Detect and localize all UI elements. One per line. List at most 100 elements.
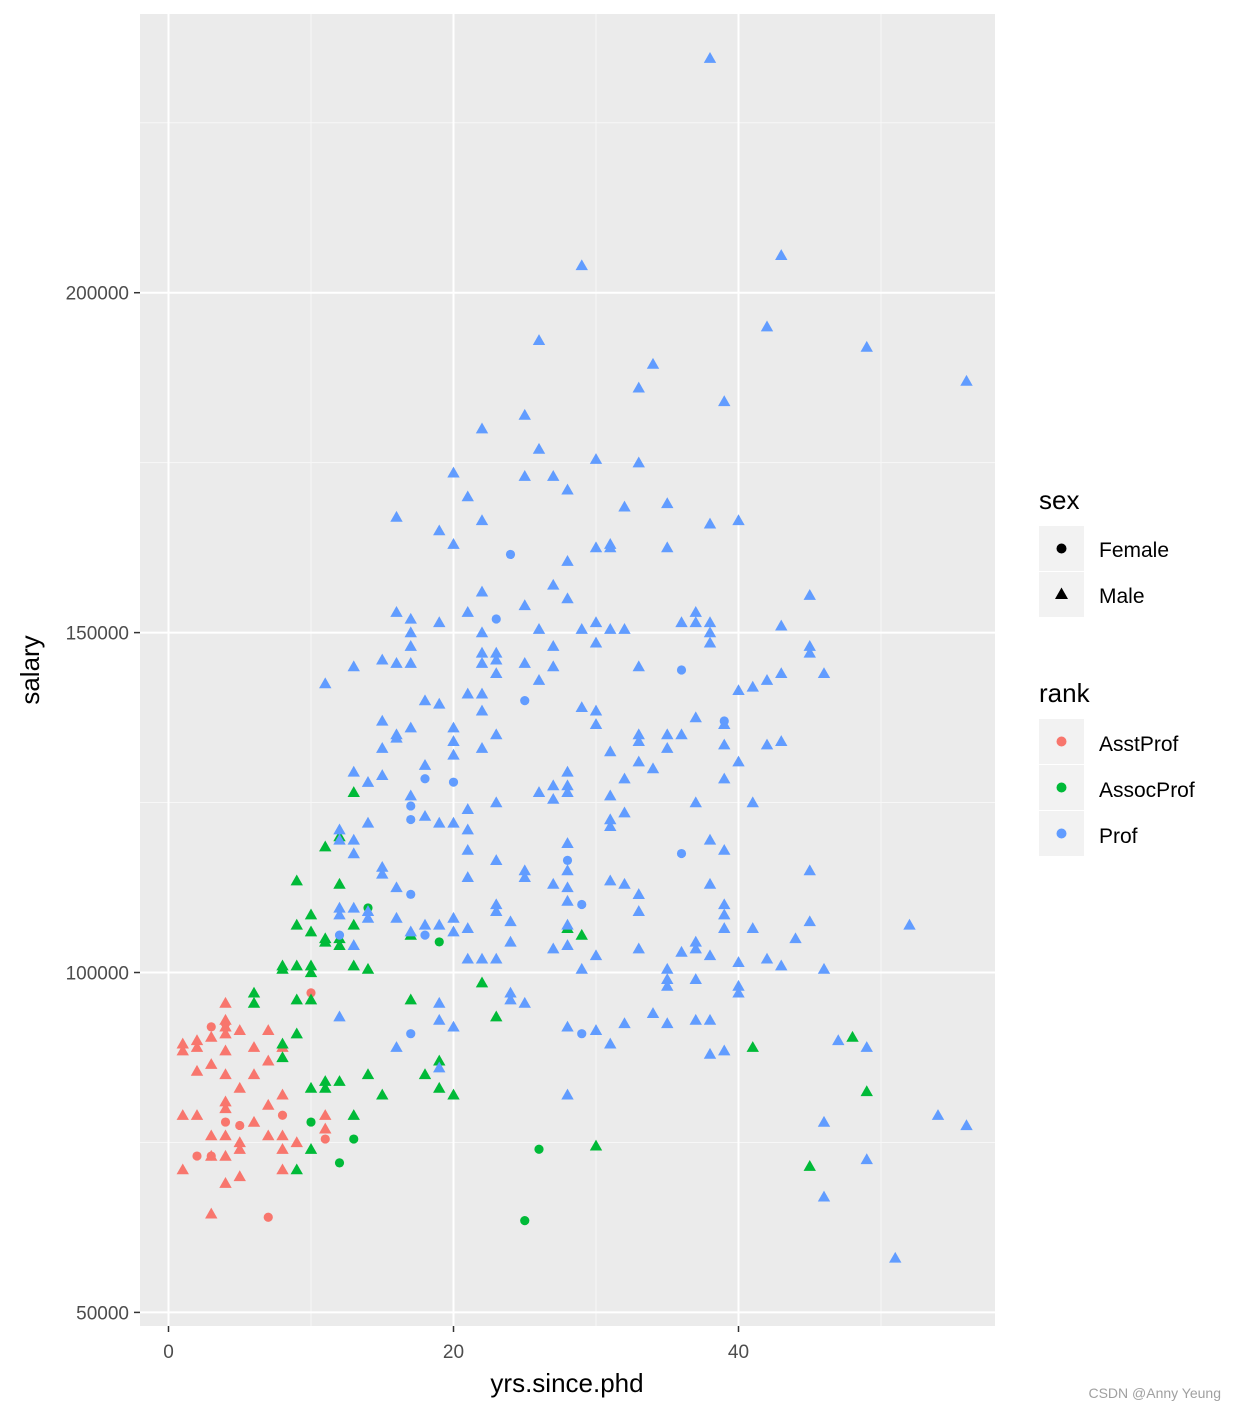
- point-male: [176, 1109, 189, 1120]
- point-male: [518, 996, 531, 1008]
- point-male: [532, 334, 546, 345]
- point-male: [732, 986, 745, 998]
- point-male: [390, 510, 403, 522]
- point-male: [518, 470, 531, 481]
- point-male: [675, 728, 688, 740]
- point-male: [461, 803, 474, 815]
- point-female: [676, 665, 687, 675]
- point-male: [347, 660, 360, 672]
- point-male: [347, 847, 360, 859]
- point-male: [689, 942, 702, 954]
- point-male: [376, 860, 389, 872]
- point-male: [190, 1041, 204, 1052]
- point-male: [547, 942, 560, 954]
- point-male: [276, 1143, 289, 1154]
- point-male: [589, 636, 603, 648]
- point-male: [475, 514, 489, 526]
- point-male: [675, 616, 688, 628]
- point-male: [190, 1034, 204, 1046]
- point-male: [262, 1024, 275, 1035]
- point-male: [304, 925, 318, 937]
- point-male: [190, 1109, 204, 1120]
- point-male: [205, 1058, 218, 1069]
- point-male: [404, 789, 417, 801]
- point-male: [732, 684, 745, 696]
- point-male: [475, 704, 489, 716]
- point-male: [418, 918, 432, 930]
- point-male: [732, 755, 745, 767]
- point-female: [220, 1117, 231, 1127]
- point-male: [262, 1098, 275, 1110]
- point-male: [575, 701, 588, 713]
- legend-color-assocprof-icon: [1056, 782, 1067, 793]
- axes: 0 20 40 50000 100000 150000 200000: [66, 284, 749, 1363]
- point-male: [475, 687, 489, 699]
- point-male: [319, 840, 332, 852]
- point-male: [547, 779, 560, 791]
- point-male: [433, 697, 446, 709]
- point-male: [361, 911, 375, 923]
- point-male: [703, 616, 717, 628]
- point-male: [718, 843, 731, 855]
- point-male: [433, 616, 446, 628]
- point-male: [547, 640, 560, 651]
- point-male: [632, 905, 645, 916]
- point-male: [390, 911, 403, 923]
- point-male: [589, 616, 603, 628]
- y-tick-label: 100000: [66, 964, 129, 985]
- point-male: [447, 466, 460, 478]
- point-male: [561, 939, 574, 950]
- point-male: [589, 718, 603, 730]
- point-male: [718, 1044, 731, 1056]
- point-male: [846, 1030, 859, 1042]
- point-male: [518, 599, 531, 611]
- point-male: [276, 1129, 289, 1141]
- point-male: [319, 1109, 332, 1120]
- point-male: [447, 911, 460, 923]
- point-male: [290, 1027, 303, 1039]
- point-male: [661, 962, 674, 974]
- point-male: [290, 1136, 303, 1148]
- point-male: [689, 606, 702, 617]
- point-male: [504, 986, 517, 998]
- point-male: [347, 1109, 360, 1120]
- point-male: [376, 1088, 389, 1100]
- point-male: [561, 837, 574, 848]
- point-male: [219, 1027, 232, 1039]
- point-male: [433, 1061, 446, 1073]
- point-male: [903, 918, 916, 930]
- point-female: [577, 1029, 587, 1039]
- point-male: [604, 813, 617, 825]
- point-male: [347, 918, 360, 930]
- point-female: [306, 988, 316, 998]
- point-male: [461, 823, 474, 835]
- point-male: [205, 1207, 218, 1219]
- point-male: [561, 1088, 574, 1100]
- point-male: [276, 962, 289, 974]
- point-male: [304, 966, 318, 978]
- point-male: [361, 1068, 375, 1080]
- point-male: [347, 901, 360, 913]
- point-male: [632, 728, 645, 740]
- point-male: [390, 1041, 403, 1052]
- point-male: [304, 1081, 318, 1093]
- point-male: [233, 1081, 246, 1093]
- point-male: [689, 1013, 702, 1025]
- point-male: [661, 497, 674, 509]
- point-male: [561, 881, 574, 893]
- legend-title-rank: rank: [1039, 678, 1091, 708]
- point-male: [803, 915, 816, 927]
- point-male: [447, 1088, 460, 1100]
- point-male: [760, 320, 774, 332]
- point-male: [675, 945, 688, 957]
- point-male: [632, 942, 645, 954]
- point-male: [376, 867, 389, 879]
- point-male: [746, 1041, 759, 1052]
- point-male: [361, 962, 375, 974]
- point-male: [205, 1129, 218, 1141]
- point-male: [661, 973, 674, 984]
- point-male: [817, 1190, 831, 1202]
- point-male: [205, 1030, 218, 1042]
- point-male: [290, 993, 303, 1005]
- point-male: [532, 673, 546, 685]
